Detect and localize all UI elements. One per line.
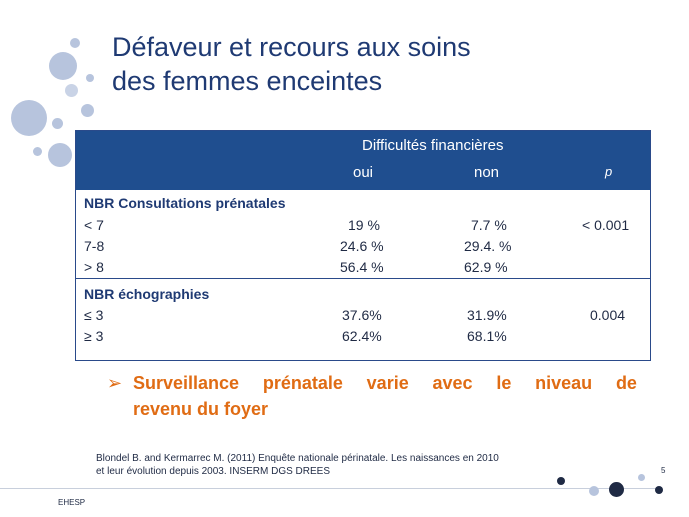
conclusion-word: varie: [366, 373, 409, 393]
group-header: Difficultés financières: [362, 137, 504, 154]
footer-label: EHESP: [58, 498, 86, 507]
conclusion-word: de: [615, 373, 637, 393]
decor-dot: [638, 474, 645, 481]
decor-dot: [609, 482, 624, 497]
slide-title-line2: des femmes enceintes: [112, 66, 383, 96]
row-label: ≥ 3: [84, 328, 104, 344]
slide-title: Défaveur et recours aux soins des femmes…: [112, 30, 632, 98]
decor-dot: [557, 477, 565, 485]
cell-non: 68.1%: [467, 328, 507, 344]
row-label: < 7: [84, 217, 104, 233]
conclusion-line2: revenu du foyer: [133, 399, 269, 419]
conclusion-word: avec: [432, 373, 473, 393]
row-label: > 8: [84, 259, 104, 275]
cell-oui: 19 %: [348, 217, 380, 233]
row-label: 7-8: [84, 238, 105, 254]
source-reference: Blondel B. and Kermarrec M. (2011) Enquê…: [96, 452, 536, 478]
decor-dot: [589, 486, 599, 496]
cell-oui: 62.4%: [342, 328, 382, 344]
decor-bubble: [33, 147, 42, 156]
decor-bubble: [70, 38, 80, 48]
table-header: Difficultés financières oui non p: [76, 131, 650, 190]
decor-bubble: [49, 52, 77, 80]
col-header-oui: oui: [353, 164, 374, 181]
page-number: 5: [661, 466, 666, 475]
cell-p: 0.004: [590, 307, 626, 323]
footer-divider: [0, 488, 660, 489]
cell-oui: 24.6 %: [340, 238, 384, 254]
reference-line2: et leur évolution depuis 2003. INSERM DG…: [96, 466, 330, 477]
decor-bubble: [48, 143, 72, 167]
decor-bubble: [81, 104, 94, 117]
conclusion-line1: Surveillance prénatale varie avec le niv…: [133, 370, 637, 396]
conclusion-word: niveau: [535, 373, 593, 393]
decor-bubble: [65, 84, 78, 97]
arrow-bullet-icon: ➢: [107, 373, 123, 393]
cell-non: 31.9%: [467, 307, 507, 323]
section-title-echographies: NBR échographies: [84, 286, 210, 302]
cell-oui: 56.4 %: [340, 259, 384, 275]
financial-difficulty-table: Difficultés financières oui non p NBR Co…: [75, 130, 651, 361]
slide-title-line1: Défaveur et recours aux soins: [112, 32, 471, 62]
decor-bubble: [86, 74, 94, 82]
row-label: ≤ 3: [84, 307, 104, 323]
cell-non: 29.4. %: [464, 238, 512, 254]
decor-dot: [655, 486, 663, 494]
decor-bubble: [52, 118, 63, 129]
reference-line1: Blondel B. and Kermarrec M. (2011) Enquê…: [96, 453, 499, 464]
section-title-consultations: NBR Consultations prénatales: [84, 195, 286, 211]
conclusion-word: Surveillance: [133, 373, 240, 393]
section-divider: [76, 278, 650, 279]
conclusion-word: prénatale: [262, 373, 343, 393]
cell-p: < 0.001: [582, 217, 630, 233]
cell-oui: 37.6%: [342, 307, 382, 323]
decor-bubble: [11, 100, 47, 136]
col-header-non: non: [474, 164, 500, 181]
conclusion-word: le: [496, 373, 512, 393]
col-header-p: p: [605, 164, 613, 179]
cell-non: 7.7 %: [471, 217, 507, 233]
cell-non: 62.9 %: [464, 259, 508, 275]
